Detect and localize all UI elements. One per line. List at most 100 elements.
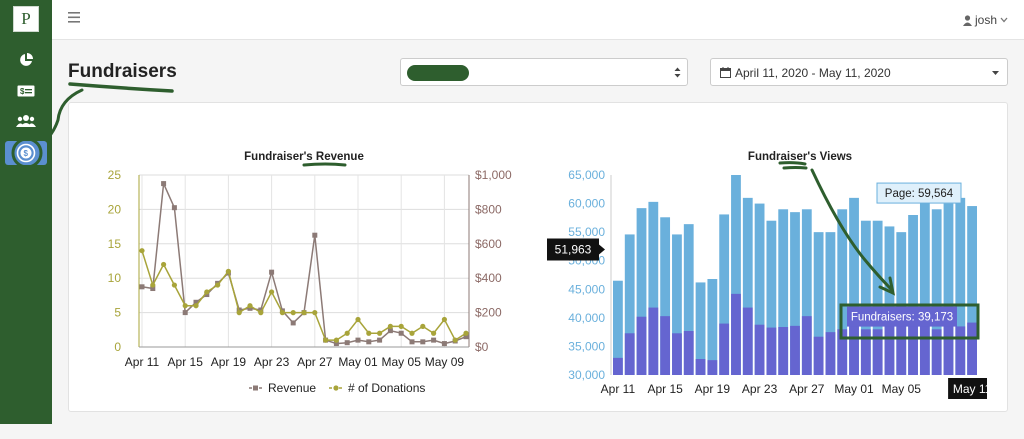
page-views-bar [778, 209, 789, 375]
x-tick-label: Apr 27 [297, 355, 333, 369]
hamburger-menu-icon[interactable] [68, 12, 80, 23]
page-views-bar [943, 203, 954, 375]
date-range-picker[interactable]: April 11, 2020 - May 11, 2020 [710, 58, 1008, 86]
revenue-point [161, 181, 167, 187]
fundraiser-views-bar [624, 333, 635, 375]
donation-point [182, 303, 188, 309]
fundraiser-views-bar [860, 329, 871, 375]
donation-point [258, 310, 264, 316]
page-views-bar [672, 234, 682, 375]
page-views-bar [931, 209, 942, 375]
fundraisers-tooltip-label: Fundraisers: 39,173 [851, 312, 953, 324]
page-tooltip-label: Page: 59,564 [885, 188, 954, 200]
page-views-bar [908, 215, 918, 375]
revenue-point [377, 337, 383, 343]
y-right-tick-label: $200 [475, 306, 502, 320]
date-range-value: April 11, 2020 - May 11, 2020 [735, 66, 891, 80]
logo[interactable]: P [13, 6, 39, 32]
y-left-tick-label: 20 [108, 202, 122, 216]
y-tick-label: 30,000 [568, 368, 605, 382]
donation-point [236, 310, 242, 316]
page-title: Fundraisers [68, 61, 177, 82]
fundraiser-views-bar [896, 306, 907, 375]
fundraiser-views-bar [766, 327, 777, 375]
fundraiser-views-bar [943, 323, 954, 375]
fundraiser-views-bar [919, 326, 930, 375]
user-name: josh [974, 13, 997, 27]
revenue-point [409, 339, 415, 345]
y-hover-badge [547, 238, 599, 261]
chart-title: Fundraiser's Views [748, 151, 852, 163]
y-right-tick-label: $0 [475, 340, 489, 354]
x-tick-label: Apr 15 [647, 382, 683, 396]
revenue-point [333, 341, 339, 347]
y-right-tick-label: $800 [475, 202, 502, 216]
y-tick-label: 55,000 [568, 225, 605, 239]
fundraiser-views-bar [801, 316, 812, 375]
y-hover-pointer [599, 244, 605, 255]
pie-chart-icon [20, 53, 33, 66]
revenue-point [441, 341, 447, 347]
x-tick-label: Apr 27 [789, 382, 825, 396]
page-views-bar [790, 212, 800, 375]
fundraiser-views-bar [613, 357, 623, 375]
fundraiser-views-bar [849, 323, 859, 375]
y-right-tick-label: $400 [475, 271, 502, 285]
y-left-tick-label: 5 [114, 306, 121, 320]
donation-point [333, 337, 339, 343]
page-views-bar [872, 220, 883, 375]
donation-point [193, 303, 199, 309]
sidebar-item-dashboard[interactable] [0, 46, 52, 74]
donation-point [323, 337, 329, 343]
caret-down-icon [992, 71, 999, 75]
page-views-bar [884, 226, 895, 375]
y-hover-label: 51,963 [555, 242, 592, 256]
revenue-point [355, 337, 361, 343]
x-tick-label: Apr 23 [254, 355, 290, 369]
series-line-revenue [141, 180, 467, 345]
donation-point [387, 323, 393, 329]
sidebar-item-users[interactable] [0, 107, 52, 135]
charts-panel: Fundraiser's Revenue 0 5 10 15 20 25 $0 $200 $400… [68, 102, 1008, 412]
page-views-bar [683, 224, 694, 375]
page-views-bar [860, 220, 871, 375]
donation-point [171, 282, 177, 288]
revenue-point [420, 339, 426, 345]
x-tick-label: May 05 [882, 382, 922, 396]
donation-point [355, 316, 361, 323]
sidebar-item-donations[interactable]: $ [0, 77, 52, 105]
fundraiser-views-bar [719, 323, 730, 375]
page-views-bar [719, 214, 730, 375]
page-views-bar [825, 232, 836, 375]
x-tick-label: Apr 11 [125, 355, 160, 369]
x-hover-label: May 11 [953, 382, 987, 396]
revenue-point [366, 339, 372, 345]
fundraiser-views-bar [672, 333, 682, 375]
page-views-bar [813, 232, 824, 375]
y-left-tick-label: 25 [108, 168, 122, 182]
fundraiser-select[interactable] [400, 58, 688, 86]
donation-point [431, 330, 437, 336]
donation-point [150, 282, 156, 288]
y-left-tick-label: 10 [108, 271, 122, 285]
page-views-bar [731, 175, 741, 375]
fundraiser-views-bar [731, 293, 741, 375]
fundraiser-icon: $ [16, 143, 36, 163]
fundraiser-views-bar [636, 316, 647, 375]
svg-text:$: $ [24, 149, 29, 158]
user-menu[interactable]: josh [962, 13, 1008, 27]
donation-point [312, 310, 318, 316]
y-tick-label: 40,000 [568, 311, 605, 325]
x-tick-label: Apr 15 [168, 355, 204, 369]
donation-point [290, 310, 296, 316]
page-views-bar [837, 209, 848, 375]
legend-marker [333, 385, 339, 391]
page-views-bar [613, 280, 623, 375]
fundraiser-views-bar [790, 325, 800, 375]
title-underline-annotation [68, 82, 174, 93]
sidebar-item-fundraisers[interactable]: $ [5, 141, 47, 165]
revenue-point [269, 269, 275, 275]
fundraiser-views-bar [813, 336, 824, 375]
page-views-bar [695, 282, 706, 375]
fundraiser-views-bar [707, 360, 718, 375]
